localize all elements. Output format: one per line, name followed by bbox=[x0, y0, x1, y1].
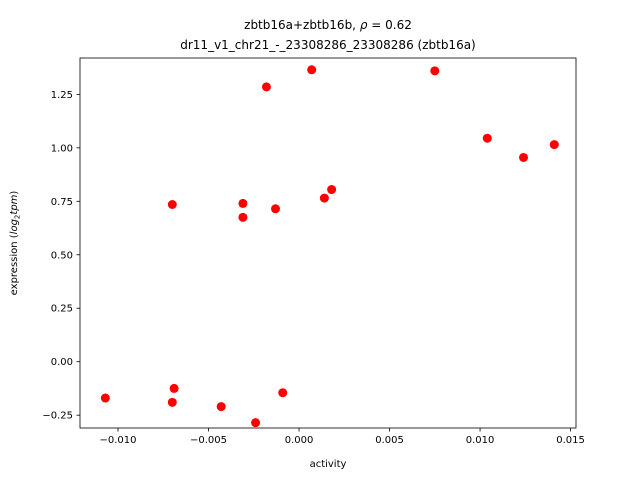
scatter-point bbox=[169, 383, 179, 393]
plot-area-frame bbox=[79, 57, 577, 429]
scatter-point bbox=[278, 388, 288, 398]
x-tick-label: 0.015 bbox=[556, 435, 585, 446]
y-label-log: log bbox=[9, 219, 20, 234]
x-tick-label: 0.000 bbox=[285, 435, 314, 446]
scatter-point bbox=[271, 204, 281, 214]
scatter-point bbox=[519, 152, 529, 162]
chart-title: zbtb16a+zbtb16b, ρ = 0.62 dr11_v1_chr21_… bbox=[180, 18, 476, 52]
x-tick-label: −0.010 bbox=[100, 435, 137, 446]
scatter-point bbox=[238, 212, 248, 222]
scatter-point bbox=[167, 200, 177, 210]
scatter-point bbox=[238, 198, 248, 208]
x-tick-label: −0.005 bbox=[190, 435, 227, 446]
scatter-point bbox=[216, 402, 226, 412]
y-label-subscript: 2 bbox=[14, 215, 22, 219]
x-axis: −0.010 −0.005 0.000 0.005 0.010 0.015 bbox=[100, 428, 585, 446]
y-tick-label: 0.50 bbox=[51, 250, 73, 261]
x-tick-label: 0.005 bbox=[375, 435, 404, 446]
title-rho-value: = 0.62 bbox=[367, 18, 411, 32]
y-tick-label: 1.00 bbox=[51, 143, 73, 154]
scatter-point bbox=[549, 140, 559, 150]
scatter-point bbox=[482, 133, 492, 143]
y-axis-label: expression (log2tpm) bbox=[9, 191, 22, 296]
scatter-point bbox=[251, 418, 261, 428]
y-label-tpm: tpm bbox=[9, 194, 20, 214]
chart-title-line2: dr11_v1_chr21_-_23308286_23308286 (zbtb1… bbox=[180, 38, 476, 52]
x-axis-label: activity bbox=[310, 459, 347, 470]
data-points bbox=[100, 65, 559, 428]
x-tick-label: 0.010 bbox=[466, 435, 495, 446]
y-label-suffix: ) bbox=[9, 191, 20, 195]
title-line1-prefix: zbtb16a+zbtb16b, bbox=[244, 18, 360, 32]
y-label-prefix: expression ( bbox=[9, 234, 20, 295]
title-rho-symbol: ρ bbox=[360, 18, 368, 32]
scatter-point bbox=[307, 65, 317, 75]
chart-title-line1: zbtb16a+zbtb16b, ρ = 0.62 bbox=[244, 18, 412, 32]
y-tick-label: 0.75 bbox=[51, 197, 73, 208]
y-tick-label: 0.00 bbox=[51, 357, 73, 368]
scatter-point bbox=[327, 185, 337, 195]
y-tick-label: 0.25 bbox=[51, 304, 73, 315]
scatter-point bbox=[100, 393, 110, 403]
scatter-point bbox=[430, 66, 440, 76]
scatter-point bbox=[261, 82, 271, 92]
y-axis: −0.25 0.00 0.25 0.50 0.75 1.00 1.25 bbox=[42, 90, 80, 422]
scatter-point bbox=[319, 193, 329, 203]
y-tick-label: −0.25 bbox=[42, 411, 73, 422]
scatter-point bbox=[167, 397, 177, 407]
y-tick-label: 1.25 bbox=[51, 90, 73, 101]
